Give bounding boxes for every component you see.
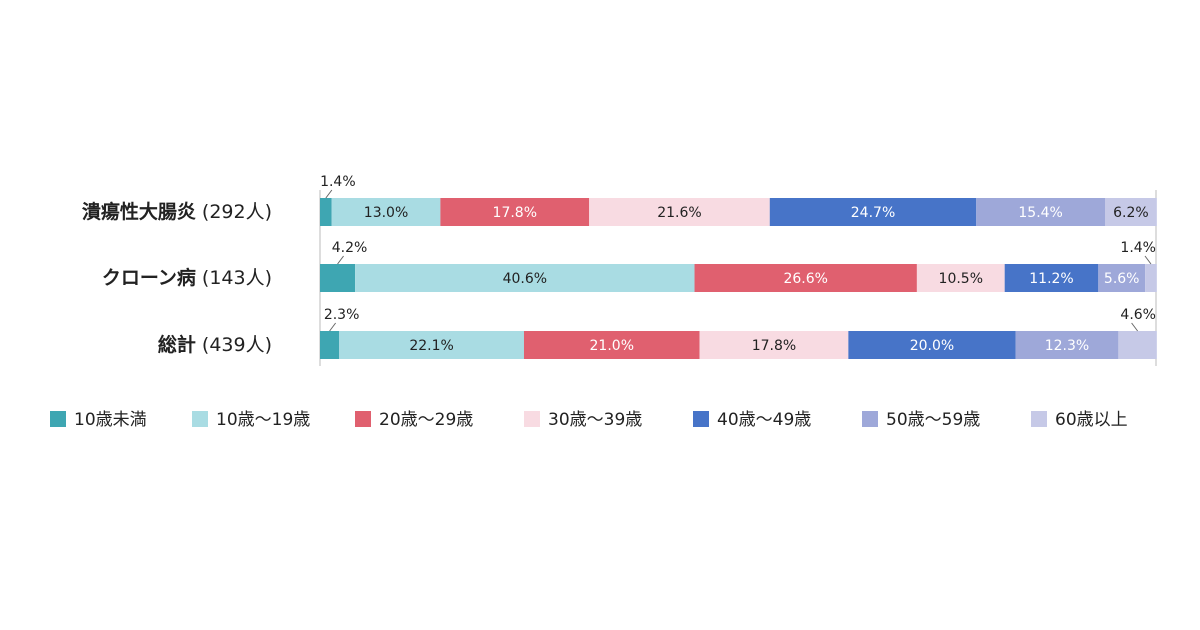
legend-label: 10歳未満 (74, 410, 147, 430)
legend-swatch (355, 411, 371, 427)
value-label: 4.2% (332, 240, 368, 256)
value-label: 5.6% (1104, 271, 1140, 287)
bar-segment (769, 198, 977, 226)
bar-segment (1015, 331, 1119, 359)
bar-segment (848, 331, 1016, 359)
value-label: 15.4% (1018, 205, 1062, 221)
category-label: 潰瘍性大腸炎 (292人) (82, 200, 272, 223)
leader-line (1131, 322, 1139, 332)
bar-segment (699, 331, 849, 359)
bar-segment (589, 198, 770, 226)
legend-label: 50歳〜59歳 (886, 410, 980, 430)
bar-segment (355, 264, 695, 292)
category-count: (439人) (202, 334, 272, 356)
legend-label: 40歳〜49歳 (717, 410, 811, 430)
value-label: 13.0% (364, 205, 408, 221)
category-label: 総計 (439人) (158, 333, 272, 356)
category-name: 総計 (158, 333, 196, 356)
bar-segment (320, 198, 332, 226)
bar-segment (331, 198, 441, 226)
category-count: (292人) (202, 201, 272, 223)
bar-segment (694, 264, 917, 292)
legend-swatch (192, 411, 208, 427)
value-label: 6.2% (1113, 205, 1149, 221)
category-name: 潰瘍性大腸炎 (82, 200, 196, 223)
category-name: クローン病 (102, 266, 196, 289)
legend-swatch (1031, 411, 1047, 427)
legend-swatch (693, 411, 709, 427)
value-label: 21.6% (657, 205, 701, 221)
leader-line (329, 322, 337, 332)
bar-segment (440, 198, 590, 226)
legend-label: 10歳〜19歳 (216, 410, 310, 430)
value-label: 2.3% (324, 307, 360, 323)
value-label: 20.0% (910, 338, 954, 354)
value-label: 26.6% (783, 271, 827, 287)
leader-line (1144, 255, 1152, 265)
value-label: 21.0% (590, 338, 634, 354)
value-label: 24.7% (851, 205, 895, 221)
bar-segment (320, 331, 340, 359)
legend-label: 60歳以上 (1055, 410, 1128, 430)
bar-segment (1118, 331, 1157, 359)
legend-swatch (524, 411, 540, 427)
bar-segment (1145, 264, 1157, 292)
bar-segment (976, 198, 1106, 226)
value-label: 40.6% (503, 271, 547, 287)
legend-swatch (50, 411, 66, 427)
value-label: 1.4% (320, 174, 356, 190)
bar-segment (339, 331, 524, 359)
bar-segment (1004, 264, 1099, 292)
bar-segment (320, 264, 356, 292)
value-label: 17.8% (752, 338, 796, 354)
value-label: 10.5% (939, 271, 983, 287)
bar-segment (1105, 198, 1157, 226)
value-label: 22.1% (409, 338, 453, 354)
value-label: 4.6% (1120, 307, 1156, 323)
legend-label: 30歳〜39歳 (548, 410, 642, 430)
leader-line (337, 255, 344, 265)
legend-swatch (862, 411, 878, 427)
leader-line (325, 189, 333, 199)
value-label: 1.4% (1120, 240, 1156, 256)
value-label: 11.2% (1029, 271, 1073, 287)
bar-segment (1098, 264, 1146, 292)
bar-segment (523, 331, 700, 359)
legend-label: 20歳〜29歳 (379, 410, 473, 430)
category-label: クローン病 (143人) (102, 266, 272, 289)
value-label: 17.8% (493, 205, 537, 221)
value-label: 12.3% (1045, 338, 1089, 354)
bar-segment (916, 264, 1005, 292)
category-count: (143人) (202, 267, 272, 289)
